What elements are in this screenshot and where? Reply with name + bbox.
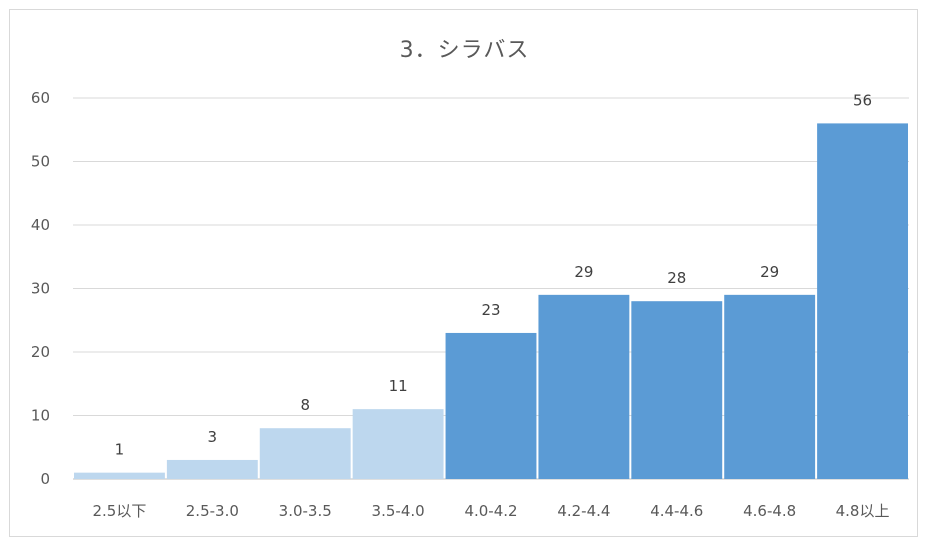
chart-title: 3．シラバス	[399, 38, 530, 63]
bar	[352, 409, 444, 479]
data-label: 1	[115, 441, 125, 459]
data-label: 29	[760, 263, 779, 281]
data-label: 29	[574, 263, 593, 281]
x-tick-label: 3.5-4.0	[372, 502, 425, 520]
bar	[445, 332, 537, 479]
bar	[166, 459, 258, 479]
bar	[259, 428, 351, 479]
y-tick-label: 0	[40, 470, 50, 488]
x-tick-label: 4.2-4.4	[557, 502, 610, 520]
bar	[538, 294, 630, 479]
y-tick-label: 40	[31, 216, 50, 234]
x-tick-label: 3.0-3.5	[279, 502, 332, 520]
y-tick-label: 30	[31, 280, 50, 298]
bar	[817, 123, 908, 480]
x-tick-label: 4.8以上	[836, 502, 890, 520]
y-tick-label: 20	[31, 343, 50, 361]
bar	[631, 301, 723, 479]
y-tick-label: 50	[31, 153, 50, 171]
data-label: 3	[208, 428, 218, 446]
data-label: 23	[481, 301, 500, 319]
y-tick-label: 60	[31, 89, 50, 107]
y-tick-label: 10	[31, 407, 50, 425]
bar	[724, 294, 816, 479]
x-tick-label: 4.6-4.8	[743, 502, 796, 520]
bar	[74, 472, 165, 479]
data-label: 11	[389, 377, 408, 395]
x-tick-label: 4.0-4.2	[464, 502, 517, 520]
x-tick-label: 2.5-3.0	[186, 502, 239, 520]
data-label: 8	[300, 396, 310, 414]
data-label: 56	[853, 91, 872, 109]
data-label: 28	[667, 269, 686, 287]
x-tick-label: 2.5以下	[93, 502, 147, 520]
x-tick-label: 4.4-4.6	[650, 502, 703, 520]
